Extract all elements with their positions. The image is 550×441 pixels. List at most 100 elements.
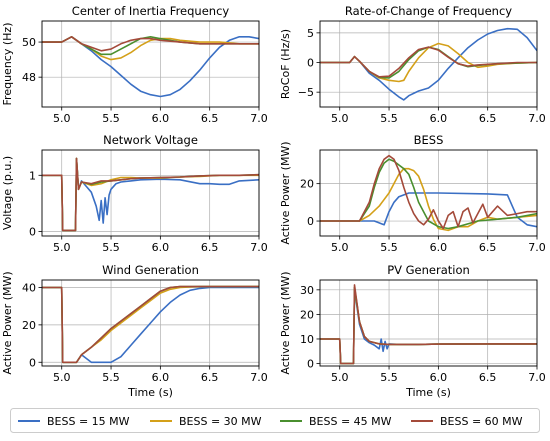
axes-frame <box>41 20 260 108</box>
series-line-4 <box>42 157 259 232</box>
axes-frame <box>319 279 538 367</box>
y-axis-label: Voltage (p.u.) <box>1 156 14 230</box>
subplot-title: Rate-of-Change of Frequency <box>345 4 512 18</box>
x-tick-label: 6.0 <box>430 241 448 254</box>
x-tick-label: 5.5 <box>380 112 398 125</box>
y-tick-label: 0 <box>29 226 36 239</box>
series-line-2 <box>42 36 259 61</box>
y-tick-label: 20 <box>300 308 314 321</box>
y-tick-label: 10 <box>300 333 314 346</box>
x-tick-label: 6.5 <box>201 371 219 384</box>
x-tick-label: 5.5 <box>102 112 120 125</box>
x-tick-label: 7.0 <box>528 241 546 254</box>
y-tick-label: 30 <box>300 284 314 297</box>
x-tick-label: 6.0 <box>430 112 448 125</box>
series-line-3 <box>320 286 537 365</box>
legend-frame <box>10 408 540 433</box>
series-line-4 <box>320 46 537 78</box>
y-axis-label: Active Power (MW) <box>279 141 292 244</box>
subplot-title: Center of Inertia Frequency <box>72 4 230 18</box>
x-tick-label: 6.5 <box>479 112 497 125</box>
y-tick-label: 50 <box>22 36 36 49</box>
x-tick-label: 6.5 <box>479 371 497 384</box>
axes-frame <box>41 279 260 367</box>
y-axis-label: Frequency (Hz) <box>1 23 14 106</box>
subplot-6: 5.0 5.5 6.0 6.5 7.0 0 10 20 30 PV Generation Activ… <box>279 263 546 399</box>
series-line-4 <box>42 36 259 52</box>
series-group <box>42 285 259 364</box>
y-tick-label: 0 <box>29 356 36 369</box>
y-axis-label: RoCoF (Hz/s) <box>279 29 292 99</box>
series-line-2 <box>320 286 537 365</box>
x-tick-label: 5.5 <box>102 241 120 254</box>
axes-frame <box>319 20 538 108</box>
x-tick-label: 6.5 <box>479 241 497 254</box>
y-tick-label: 0 <box>307 358 314 371</box>
y-tick-label: 48 <box>22 71 36 84</box>
series-group <box>42 157 259 232</box>
subplot-title: PV Generation <box>387 263 470 277</box>
series-group <box>320 27 537 101</box>
series-line-4 <box>42 285 259 364</box>
series-line-2 <box>320 167 537 232</box>
x-tick-label: 6.0 <box>152 112 170 125</box>
x-tick-label: 6.0 <box>152 241 170 254</box>
x-tick-label: 6.5 <box>201 241 219 254</box>
x-tick-label: 5.5 <box>380 371 398 384</box>
series-line-4 <box>320 154 537 230</box>
y-axis-label: Active Power (MW) <box>279 271 292 374</box>
y-tick-label: 20 <box>300 178 314 191</box>
x-tick-label: 7.0 <box>250 112 268 125</box>
x-tick-label: 5.0 <box>331 371 349 384</box>
subplot-1: 5.0 5.5 6.0 6.5 7.0 48 50 Center of Inertia Fre… <box>1 4 268 125</box>
legend-label: BESS = 30 MW <box>179 415 262 428</box>
x-tick-label: 5.5 <box>102 371 120 384</box>
y-tick-label: 1 <box>29 169 36 182</box>
y-axis-label: Active Power (MW) <box>1 271 14 374</box>
x-tick-label: 5.0 <box>331 241 349 254</box>
x-tick-label: 5.0 <box>53 112 71 125</box>
series-group <box>320 154 537 232</box>
x-axis-label: Time (s) <box>405 386 451 399</box>
x-tick-label: 7.0 <box>528 371 546 384</box>
y-tick-label: 20 <box>22 319 36 332</box>
series-line-2 <box>42 157 259 232</box>
x-tick-label: 6.5 <box>201 112 219 125</box>
legend-label: BESS = 45 MW <box>309 415 392 428</box>
legend: BESS = 15 MW BESS = 30 MW BESS = 45 MW BESS… <box>10 408 540 433</box>
x-tick-label: 6.0 <box>430 371 448 384</box>
legend-label: BESS = 15 MW <box>47 415 130 428</box>
series-line-3 <box>42 157 259 232</box>
x-tick-label: 5.5 <box>380 241 398 254</box>
subplot-title: Wind Generation <box>102 263 199 277</box>
x-tick-label: 7.0 <box>250 241 268 254</box>
x-tick-label: 5.0 <box>53 371 71 384</box>
subplot-title: BESS <box>414 133 444 147</box>
axes-frame <box>41 149 260 237</box>
y-tick-label: 5 <box>307 27 314 40</box>
x-tick-label: 5.0 <box>53 241 71 254</box>
series-group <box>320 284 537 365</box>
subplot-4: 5.0 5.5 6.0 6.5 7.0 0 20 BESS Active Power (MW) <box>279 133 546 254</box>
series-line-1 <box>320 289 537 365</box>
series-group <box>42 36 259 98</box>
subplot-3: 5.0 5.5 6.0 6.5 7.0 0 1 Network Voltage Voltage … <box>1 133 268 254</box>
y-tick-label: −5 <box>298 86 314 99</box>
y-tick-label: 0 <box>307 215 314 228</box>
series-line-3 <box>320 158 537 230</box>
legend-label: BESS = 60 MW <box>440 415 523 428</box>
y-tick-label: 40 <box>22 281 36 294</box>
subplot-2: 5.0 5.5 6.0 6.5 7.0 −5 0 5 Rate-of-Change of Fre… <box>279 4 546 125</box>
series-line-4 <box>320 284 537 365</box>
x-tick-label: 6.0 <box>152 371 170 384</box>
series-line-1 <box>320 192 537 228</box>
x-tick-label: 7.0 <box>250 371 268 384</box>
x-tick-label: 5.0 <box>331 112 349 125</box>
series-line-1 <box>42 36 259 98</box>
x-axis-label: Time (s) <box>127 386 173 399</box>
y-tick-label: 0 <box>307 57 314 70</box>
axes-frame <box>319 149 538 237</box>
subplot-5: 5.0 5.5 6.0 6.5 7.0 0 20 40 Wind Generation Activ… <box>1 263 268 399</box>
